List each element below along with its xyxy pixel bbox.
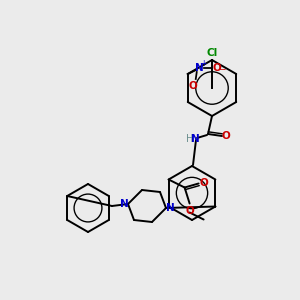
Text: N: N — [166, 203, 174, 213]
Text: O: O — [222, 131, 230, 141]
Text: O: O — [212, 63, 221, 73]
Text: N: N — [190, 134, 200, 144]
Text: N: N — [120, 199, 128, 209]
Text: −: − — [218, 64, 226, 74]
Text: H: H — [186, 134, 194, 144]
Text: O: O — [188, 81, 197, 91]
Text: Cl: Cl — [206, 48, 218, 58]
Text: O: O — [199, 178, 208, 188]
Text: N: N — [195, 63, 204, 73]
Text: O: O — [185, 206, 194, 215]
Text: +: + — [201, 59, 207, 68]
